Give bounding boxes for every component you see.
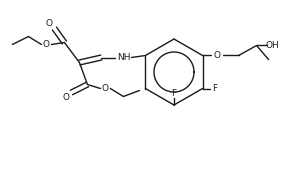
Text: F: F xyxy=(212,84,217,93)
Text: O: O xyxy=(213,51,220,60)
Text: O: O xyxy=(63,93,70,102)
Text: O: O xyxy=(43,40,50,49)
Text: OH: OH xyxy=(266,41,279,50)
Text: O: O xyxy=(46,19,53,28)
Text: O: O xyxy=(102,84,109,93)
Text: F: F xyxy=(171,88,176,98)
Text: NH: NH xyxy=(117,53,130,62)
